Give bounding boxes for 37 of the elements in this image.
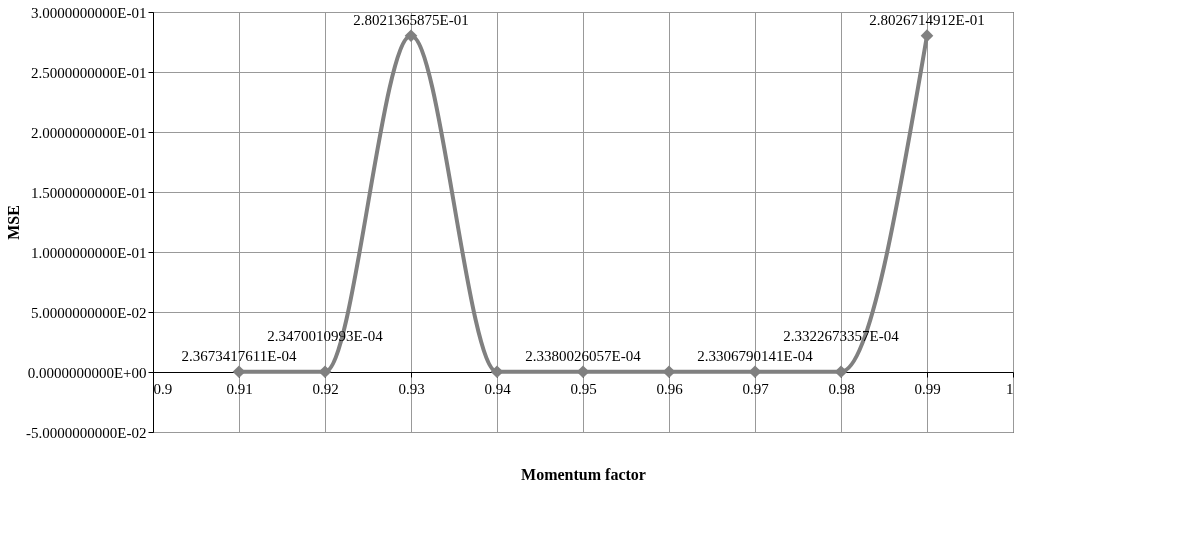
x-tick-label: 0.95	[570, 380, 597, 397]
x-tick-label: 0.91	[226, 380, 253, 397]
x-tick-label: 0.97	[742, 380, 770, 397]
y-tick-label: 0.0000000000E+00	[27, 364, 147, 381]
point	[576, 365, 590, 379]
x-tick-label: 1	[1006, 380, 1014, 397]
x-tick-label: 0.98	[828, 380, 855, 397]
data-label: 2.3380026057E-04	[525, 347, 642, 364]
data-label: 2.3470010993E-04	[267, 327, 384, 344]
y-tick-label: 5.0000000000E-02	[31, 304, 147, 321]
y-tick-label: -5.0000000000E-02	[26, 424, 147, 441]
point	[490, 365, 504, 379]
y-tick-label: 2.0000000000E-01	[31, 124, 147, 141]
x-tick-label: 0.9	[153, 380, 173, 397]
point	[748, 365, 762, 379]
x-tick-label: 0.94	[484, 380, 512, 397]
data-label: 2.8021365875E-01	[353, 11, 469, 28]
point	[920, 29, 934, 42]
x-tick-label: 0.93	[398, 380, 425, 397]
x-axis-title: Momentum factor	[521, 465, 646, 483]
data-label: 2.3673417611E-04	[181, 347, 297, 364]
data-label: 2.8026714912E-01	[869, 11, 985, 28]
point	[404, 29, 418, 43]
x-tick-label: 0.99	[914, 380, 941, 397]
point	[318, 365, 332, 379]
y-tick-label: 2.5000000000E-01	[31, 64, 147, 81]
y-axis-title: MSE	[5, 205, 23, 240]
data-label: 2.3306790141E-04	[697, 347, 814, 364]
y-tick-label: 1.5000000000E-01	[31, 184, 147, 201]
y-tick-label: 3.0000000000E-01	[31, 4, 147, 21]
point	[834, 365, 848, 379]
point	[662, 365, 676, 379]
x-tick-label: 0.92	[312, 380, 339, 397]
point	[232, 365, 246, 379]
x-tick-label: 0.96	[656, 380, 684, 397]
y-tick-label: 1.0000000000E-01	[31, 244, 147, 261]
data-label: 2.3322673357E-04	[783, 327, 900, 344]
